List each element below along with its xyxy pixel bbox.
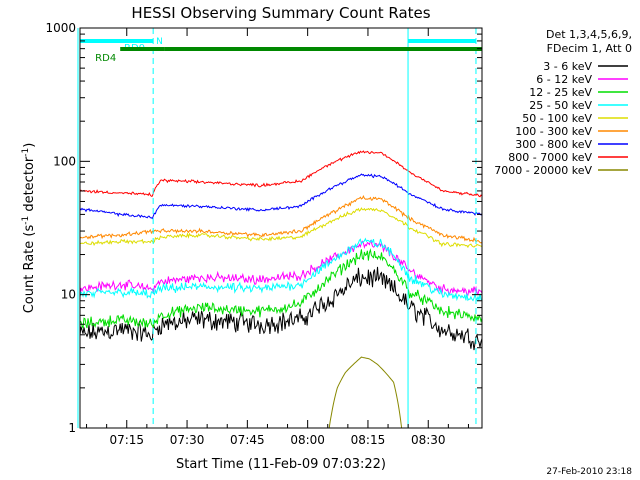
x-tick-label: 07:15 xyxy=(109,433,144,447)
series-line-300-800-kev xyxy=(79,173,483,220)
plot-frame xyxy=(79,27,483,429)
series-line-25-50-kev xyxy=(79,237,483,302)
y-axis-label-sup1: -1 xyxy=(21,216,31,225)
y-axis-label-mid: detector xyxy=(22,156,37,216)
legend-header-2: FDecim 1, Att 0 xyxy=(547,42,632,55)
axis-layer: 07:15 07:30 07:45 08:00 08:15 08:30 1 10 100 1000 xyxy=(45,21,482,447)
bar-label-rd4: RD4 xyxy=(95,53,116,64)
legend: Det 1,3,4,5,6,9, FDecim 1, Att 0 3 - 6 k… xyxy=(494,28,632,177)
y-axis-label: Count Rate (s-1 detector-1) xyxy=(21,143,37,314)
chart-title: HESSI Observing Summary Count Rates xyxy=(131,4,430,22)
legend-label-3-6-kev: 3 - 6 keV xyxy=(543,60,592,73)
legend-label-7000-20000-kev: 7000 - 20000 keV xyxy=(494,164,592,177)
y-axis-label-end: ) xyxy=(22,143,37,148)
series-line-7000-20000-kev xyxy=(328,356,403,429)
series-layer xyxy=(79,150,483,429)
x-axis-label: Start Time (11-Feb-09 07:03:22) xyxy=(176,457,386,472)
series-line-800-7000-kev xyxy=(79,150,483,198)
x-tick-label: 07:30 xyxy=(170,433,205,447)
x-tick-label: 08:30 xyxy=(411,433,446,447)
legend-header-1: Det 1,3,4,5,6,9, xyxy=(546,28,632,41)
x-tick-label: 08:15 xyxy=(351,433,386,447)
x-tick-label: 08:00 xyxy=(290,433,325,447)
legend-label-50-100-kev: 50 - 100 keV xyxy=(522,112,592,125)
series-line-6-12-kev xyxy=(79,239,483,296)
legend-label-100-300-kev: 100 - 300 keV xyxy=(515,125,592,138)
series-line-100-300-kev xyxy=(79,195,483,244)
legend-label-800-7000-kev: 800 - 7000 keV xyxy=(508,151,592,164)
y-tick-label: 1 xyxy=(68,421,76,435)
n-flag-label: N xyxy=(156,37,163,47)
y-axis-label-main: Count Rate (s xyxy=(22,225,37,314)
y-tick-label: 10 xyxy=(61,288,76,302)
series-line-12-25-kev xyxy=(79,248,483,329)
legend-label-300-800-kev: 300 - 800 keV xyxy=(515,138,592,151)
y-tick-label: 1000 xyxy=(45,21,76,35)
series-line-50-100-kev xyxy=(79,207,483,249)
legend-label-6-12-kev: 6 - 12 keV xyxy=(536,73,592,86)
legend-label-25-50-kev: 25 - 50 keV xyxy=(529,99,592,112)
y-axis-label-sup2: -1 xyxy=(21,148,31,157)
x-tick-label: 07:45 xyxy=(230,433,265,447)
timestamp: 27-Feb-2010 23:18 xyxy=(546,467,632,477)
marker-layer: RD0RD4N xyxy=(77,28,482,428)
series-line-3-6-kev xyxy=(79,266,483,351)
legend-label-12-25-kev: 12 - 25 keV xyxy=(529,86,592,99)
y-tick-label: 100 xyxy=(53,154,76,168)
